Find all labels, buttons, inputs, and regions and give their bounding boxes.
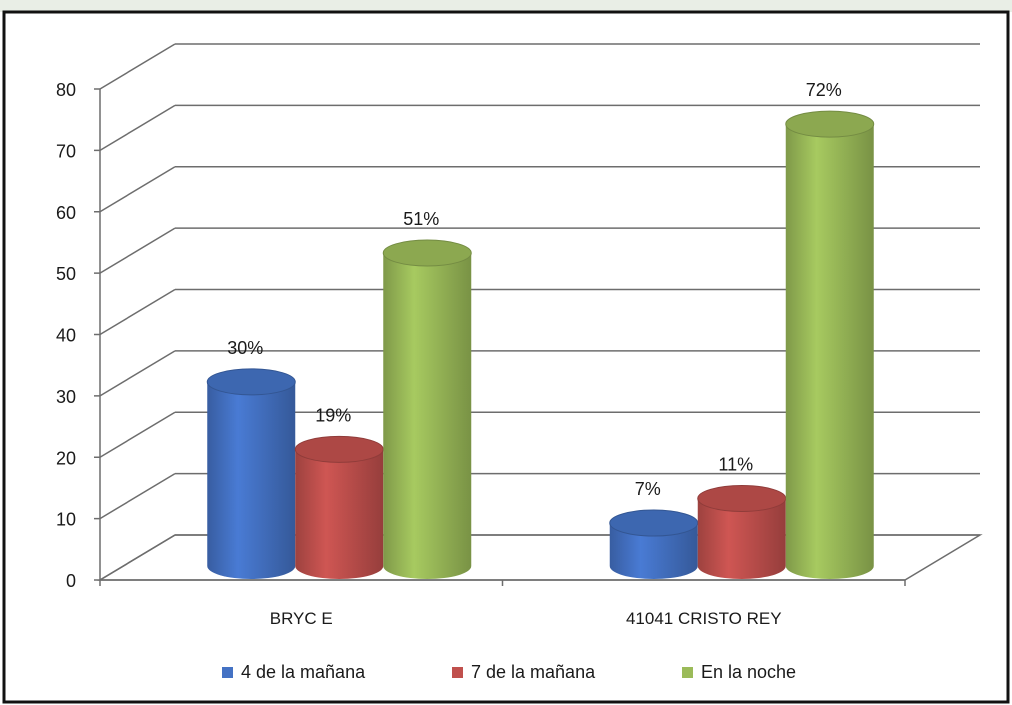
bars	[206, 110, 875, 580]
data-label: 30%	[227, 338, 263, 358]
legend-swatch	[682, 667, 693, 678]
y-tick-label: 10	[56, 510, 76, 530]
gridline-diagonal	[99, 166, 176, 213]
page-top-strip	[0, 0, 1012, 12]
bar-top-cap	[609, 509, 699, 537]
legend-label: En la noche	[701, 662, 796, 682]
x-category-label: 41041 CRISTO REY	[626, 609, 782, 628]
bar-top-cap	[206, 368, 296, 396]
bar	[295, 449, 384, 579]
data-label: 7%	[635, 479, 661, 499]
y-tick-label: 30	[56, 387, 76, 407]
bar-top-cap	[697, 484, 787, 512]
data-label: 72%	[806, 80, 842, 100]
y-tick-label: 70	[56, 141, 76, 161]
y-tick-label: 0	[66, 571, 76, 591]
bar-top-cap	[294, 435, 384, 463]
gridline-diagonal	[99, 411, 176, 458]
legend-swatch	[222, 667, 233, 678]
x-category-label: BRYC E	[270, 609, 333, 628]
legend-label: 7 de la mañana	[471, 662, 596, 682]
gridline-diagonal	[99, 288, 176, 336]
gridline-diagonal	[99, 534, 176, 581]
bar-top-cap	[382, 239, 472, 267]
bar	[609, 523, 698, 579]
data-label: 51%	[403, 209, 439, 229]
y-tick-label: 60	[56, 203, 76, 223]
y-tick-label: 20	[56, 448, 76, 468]
axes: 0 10 20 30 40 50 60 70 80 BRYC E 41041 CRISTO REY	[56, 80, 906, 628]
y-tick-label: 40	[56, 326, 76, 346]
legend-swatch	[452, 667, 463, 678]
gridline-diagonal	[99, 472, 176, 520]
gridline-diagonal	[99, 43, 176, 90]
bar	[383, 252, 472, 580]
bar-top-cap	[785, 110, 875, 138]
data-label: 19%	[315, 405, 351, 425]
legend: 4 de la mañana 7 de la mañana En la noche	[222, 662, 796, 682]
y-tick-label: 80	[56, 80, 76, 100]
legend-label: 4 de la mañana	[241, 662, 366, 682]
data-labels: 30% 19% 51% 7% 11% 72%	[227, 80, 842, 499]
bar	[207, 381, 296, 579]
bar	[785, 124, 874, 579]
gridline-diagonal	[99, 104, 176, 152]
gridline-diagonal	[99, 350, 176, 397]
bar	[697, 498, 786, 579]
y-tick-label: 50	[56, 264, 76, 284]
data-label: 11%	[718, 454, 753, 474]
gridline-diagonal	[99, 227, 176, 274]
